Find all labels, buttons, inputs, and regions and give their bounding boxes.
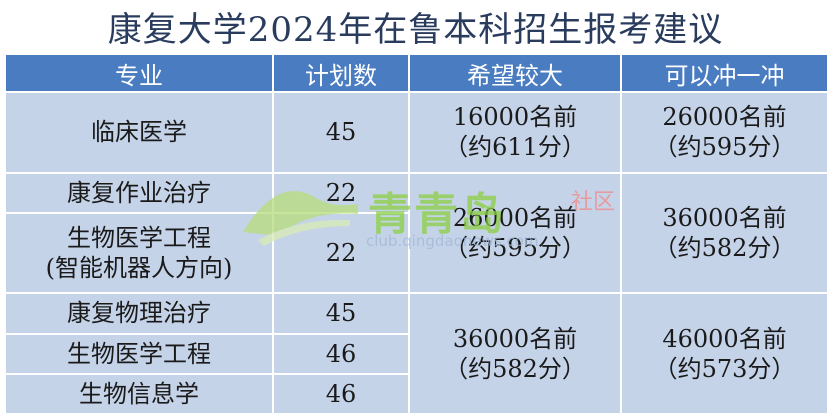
plan-cell: 22 [272,171,410,214]
plan-cell: 22 [272,211,410,295]
major-cell: 生物医学工程 (智能机器人方向) [4,211,274,295]
plan-cell: 46 [272,372,410,416]
major-cell: 康复物理治疗 [4,292,274,335]
plan-cell: 46 [272,332,410,375]
try-rank: 36000名前 [662,203,787,232]
table-row: 康复物理治疗 45 36000名前 （约582分） 46000名前 （约573分… [4,292,829,415]
header-row: 专业 计划数 希望较大 可以冲一冲 [4,53,829,93]
hope-cell: 16000名前 （约611分） [408,91,622,174]
plan-cell: 45 [272,91,410,174]
try-cell: 26000名前 （约595分） [620,91,829,174]
header-try: 可以冲一冲 [620,53,829,93]
table-row: 生物信息学 46 [4,372,828,416]
hope-rank: 36000名前 [452,324,578,353]
try-score: （约595分） [653,133,796,162]
hope-score: （约582分） [444,354,586,383]
major-cell: 康复作业治疗 [4,171,274,214]
table-row: 临床医学 45 16000名前 （约611分） 26000名前 （约595分） [4,91,829,174]
major-cell: 生物信息学 [4,372,274,416]
hope-rank: 16000名前 [452,103,578,132]
table-row: 康复作业治疗 22 26000名前 （约595分） 36000名前 （约582分… [4,171,829,295]
try-cell: 36000名前 （约582分） [620,171,829,295]
hope-score: （约595分） [444,233,586,262]
table-row: 生物医学工程 46 [4,332,828,375]
try-rank: 46000名前 [662,324,787,353]
page-title: 康复大学2024年在鲁本科招生报考建议 [107,9,724,50]
try-score: （约573分） [653,354,796,383]
try-cell: 46000名前 （约573分） [620,292,829,415]
hope-score: （约611分） [444,133,586,162]
try-score: （约582分） [653,233,796,262]
hope-cell: 26000名前 （约595分） [408,171,622,295]
header-plan: 计划数 [272,53,410,93]
major-cell: 临床医学 [4,91,274,174]
major-cell: 生物医学工程 [4,332,274,375]
hope-cell: 36000名前 （约582分） [408,292,622,415]
admission-table: 专业 计划数 希望较大 可以冲一冲 临床医学 45 16000名前 （约611分… [4,53,829,416]
header-major: 专业 [4,53,274,93]
plan-cell: 45 [272,292,410,335]
try-rank: 26000名前 [662,103,787,132]
header-hope: 希望较大 [408,53,622,93]
hope-rank: 26000名前 [452,203,578,232]
